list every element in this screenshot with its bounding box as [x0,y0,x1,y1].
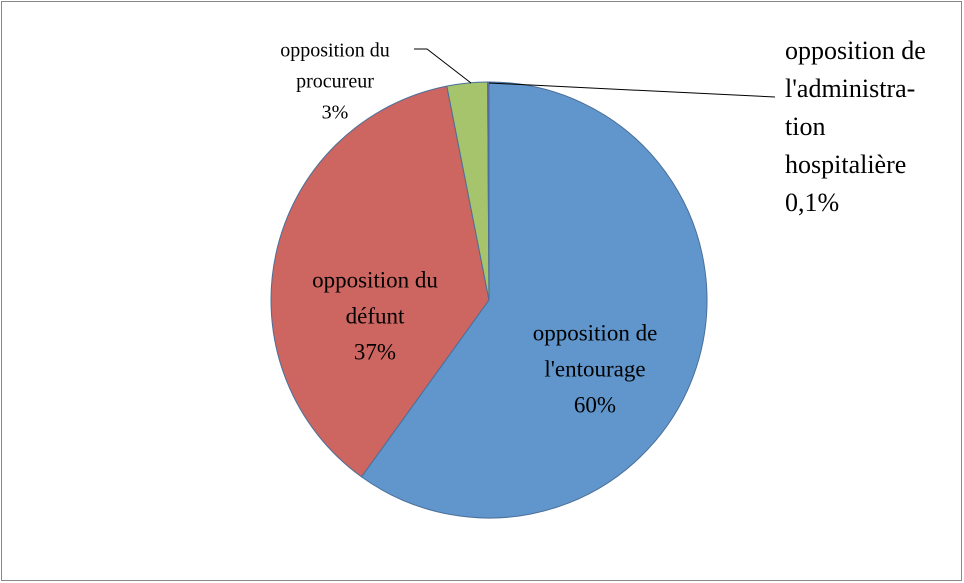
slice-label-line: l'entourage [544,356,645,381]
slice-label-line: opposition de [785,36,926,65]
slice-label-line: hospitalière [785,150,906,179]
slice-label-line: opposition du [312,267,438,292]
pie-slice [360,81,708,519]
slice-label-line: tion [785,112,825,141]
slice-value-label: 0,1% [785,188,839,217]
slice-label: opposition du défunt 37% [312,267,438,364]
slice-label-line: procureur [296,71,374,93]
slice-label-line: opposition du [280,40,389,62]
slice-value-label: 3% [322,102,349,124]
slice-label: opposition du procureur 3% [280,40,389,124]
leader-line [488,82,776,98]
pie-slice [270,85,490,478]
slice-label: opposition de l'administra-tion hospitaliè… [785,36,926,217]
leader-line [414,48,472,84]
pie-slice [487,81,490,301]
slice-value-label: 37% [354,339,396,364]
slice-label-line: défunt [346,303,405,328]
slice-label: opposition de l'entourage 60% [533,320,658,417]
slice-label-line: l'administra- [785,74,915,103]
slice-value-label: 60% [574,392,616,417]
slice-label-line: opposition de [533,320,658,345]
